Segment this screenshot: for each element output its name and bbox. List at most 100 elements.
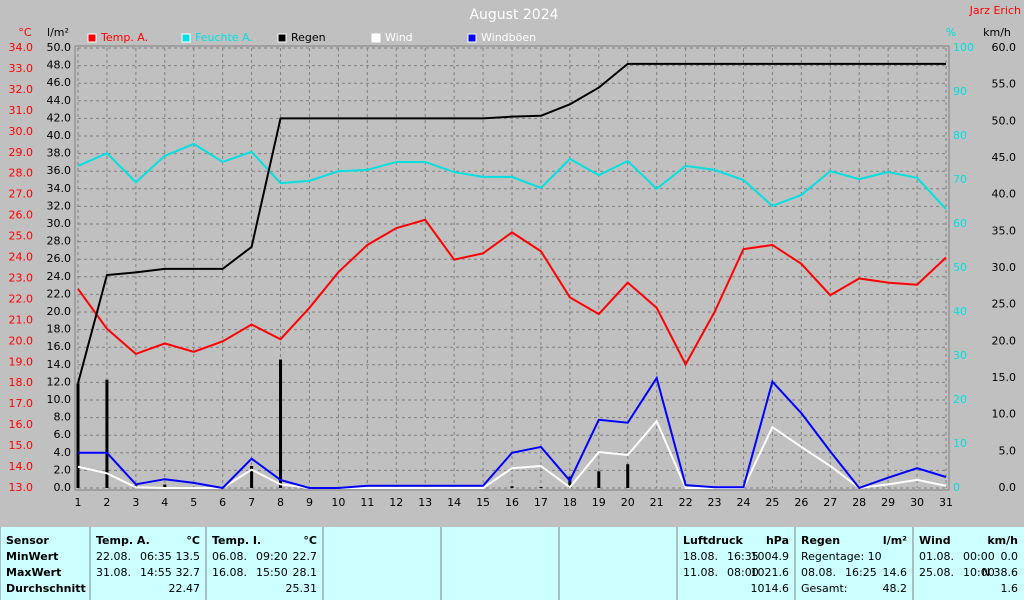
table-cell: l/m²	[883, 534, 907, 547]
plot-frame	[74, 45, 950, 491]
table-cell: 18.08.	[683, 550, 718, 563]
axis-title: °C	[18, 26, 32, 39]
y-tick-label: 12.0	[47, 375, 72, 388]
table-cell: 48.2	[883, 582, 908, 595]
x-tick-label: 29	[881, 496, 895, 509]
table-cell: 16:25	[845, 566, 877, 579]
x-tick-label: 6	[219, 496, 226, 509]
table-cell: 08:00	[727, 566, 759, 579]
y-tick-label: 19.0	[9, 355, 34, 368]
y-tick-label: 100	[953, 41, 974, 54]
rain-bar	[279, 359, 283, 488]
y-tick-label: 30	[953, 349, 967, 362]
table-cell: 31.08.	[96, 566, 131, 579]
y-tick-label: 4.0	[54, 446, 72, 459]
y-tick-label: 46.0	[47, 76, 72, 89]
legend-label: Windböen	[481, 31, 536, 44]
table-cell: km/h	[987, 534, 1018, 547]
y-tick-label: 35.0	[992, 224, 1017, 237]
table-cell: 28.1	[293, 566, 318, 579]
y-tick-label: 10.0	[992, 408, 1017, 421]
table-cell: 25.08.	[919, 566, 954, 579]
table-cell: Regen	[801, 534, 840, 547]
x-tick-label: 3	[132, 496, 139, 509]
legend-swatch	[371, 33, 381, 43]
x-tick-label: 9	[306, 496, 313, 509]
y-tick-label: 20.0	[9, 334, 34, 347]
y-tick-label: 0.0	[54, 481, 72, 494]
y-tick-label: 32.0	[9, 83, 34, 96]
y-tick-label: 30.0	[47, 217, 72, 230]
table-cell: Gesamt:	[801, 582, 848, 595]
x-tick-label: 14	[447, 496, 461, 509]
y-tick-label: 16.0	[9, 418, 34, 431]
y-tick-label: 5.0	[999, 444, 1017, 457]
y-tick-label: 22.0	[47, 287, 72, 300]
table-cell: °C	[186, 534, 200, 547]
y-tick-label: 23.0	[9, 271, 34, 284]
x-tick-label: 13	[418, 496, 432, 509]
y-tick-label: 40	[953, 305, 967, 318]
table-cell: 11.08.	[683, 566, 718, 579]
y-tick-label: 21.0	[9, 313, 34, 326]
x-tick-label: 31	[939, 496, 953, 509]
table-cell: Regentage: 10	[801, 550, 882, 563]
y-tick-label: 20.0	[47, 305, 72, 318]
series-line	[78, 375, 947, 490]
x-tick-label: 16	[505, 496, 519, 509]
y-tick-label: 38.0	[47, 147, 72, 160]
x-tick-label: 24	[736, 496, 750, 509]
axis-title: l/m²	[47, 26, 69, 39]
y-tick-label: 18.0	[47, 323, 72, 336]
y-tick-label: 33.0	[9, 62, 34, 75]
y-tick-label: 34.0	[9, 41, 34, 54]
y-tick-label: 15.0	[992, 371, 1017, 384]
y-tick-label: 0.0	[999, 481, 1017, 494]
y-tick-label: 40.0	[47, 129, 72, 142]
series-line	[77, 142, 947, 210]
y-tick-label: 50	[953, 261, 967, 274]
y-tick-label: 31.0	[9, 104, 34, 117]
x-tick-label: 17	[534, 496, 548, 509]
table-cell: MinWert	[6, 550, 58, 563]
table-cell: 00:00	[963, 550, 995, 563]
rain-bar	[163, 484, 167, 488]
legend-swatch	[87, 33, 97, 43]
table-cell: Sensor	[6, 534, 49, 547]
table-cell: 22.47	[169, 582, 201, 595]
y-tick-label: 50.0	[992, 114, 1017, 127]
x-tick-label: 15	[476, 496, 490, 509]
y-tick-label: 8.0	[54, 411, 72, 424]
table-cell: 1.6	[1001, 582, 1019, 595]
rain-bar	[76, 383, 80, 488]
table-cell: 06.08.	[212, 550, 247, 563]
table-cell: MaxWert	[6, 566, 61, 579]
y-tick-label: 13.0	[9, 481, 34, 494]
y-tick-label: 44.0	[47, 94, 72, 107]
y-tick-label: 50.0	[47, 41, 72, 54]
table-cell: 01.08.	[919, 550, 954, 563]
y-tick-label: 17.0	[9, 397, 34, 410]
table-cell: 08.08.	[801, 566, 836, 579]
y-tick-label: 42.0	[47, 111, 72, 124]
legend-swatch	[277, 33, 287, 43]
y-tick-label: 30.0	[992, 261, 1017, 274]
y-tick-label: 25.0	[9, 230, 34, 243]
y-tick-label: 36.0	[47, 164, 72, 177]
x-tick-label: 28	[852, 496, 866, 509]
y-tick-label: 28.0	[9, 167, 34, 180]
table-cell: Temp. A.	[96, 534, 150, 547]
table-cell: 14:55	[140, 566, 172, 579]
y-tick-label: 40.0	[992, 188, 1017, 201]
y-tick-label: 20.0	[992, 334, 1017, 347]
rain-bar	[568, 476, 572, 488]
y-tick-label: 26.0	[9, 209, 34, 222]
y-tick-label: 6.0	[54, 428, 72, 441]
x-tick-label: 19	[592, 496, 606, 509]
legend-swatch	[467, 33, 477, 43]
y-tick-label: 25.0	[992, 298, 1017, 311]
x-tick-label: 20	[621, 496, 635, 509]
x-tick-label: 12	[389, 496, 403, 509]
table-cell: 10:00	[963, 566, 995, 579]
